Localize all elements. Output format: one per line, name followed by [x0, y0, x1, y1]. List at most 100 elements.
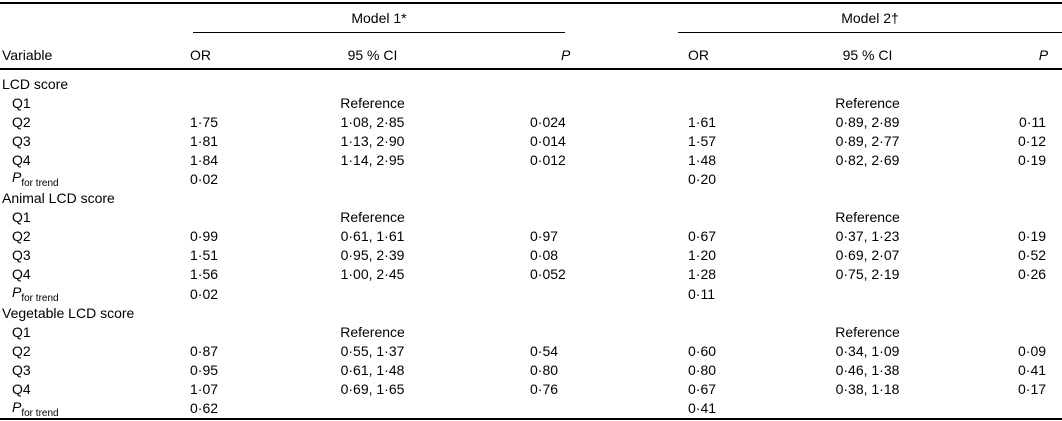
- m1-p-value: 0·80: [530, 362, 559, 379]
- m1-p-value: 0·54: [530, 343, 559, 360]
- m1-p-value: 0·76: [530, 381, 559, 398]
- m1-ci-value: 1·08, 2·85: [340, 113, 405, 130]
- quartile-label: Q2: [12, 343, 31, 360]
- section-label: LCD score: [2, 75, 69, 92]
- section-row: Vegetable LCD score: [0, 304, 1062, 323]
- m1-p-value: 0·97: [530, 228, 559, 245]
- m1-or-value: 1·07: [190, 381, 219, 398]
- p-trend-value-m1: 0·02: [190, 170, 219, 187]
- m2-p-value: 0·19: [1018, 228, 1047, 245]
- m1-ci-value: Reference: [340, 94, 405, 111]
- table-row: Q4 1·56 1·00, 2·45 0·052 1·28 0·75, 2·19…: [0, 265, 1062, 284]
- m2-or-value: [660, 93, 780, 112]
- m1-ci-header: 95 % CI: [280, 33, 465, 70]
- model2-spanner: Model 2†: [660, 3, 1062, 33]
- m2-or-value: [660, 208, 780, 227]
- m1-p-value: 0·052: [530, 266, 566, 283]
- table-row: Q2 0·87 0·55, 1·37 0·54 0·60 0·34, 1·09 …: [0, 342, 1062, 361]
- m2-p-value: 0·41: [1018, 362, 1047, 379]
- m1-ci-value: 0·95, 2·39: [340, 247, 405, 264]
- p-trend-label: Pfor trend: [12, 283, 59, 304]
- table-row: Q3 0·95 0·61, 1·48 0·80 0·80 0·46, 1·38 …: [0, 361, 1062, 380]
- quartile-label: Q4: [12, 151, 31, 168]
- table-row: Q3 1·81 1·13, 2·90 0·014 1·57 0·89, 2·77…: [0, 131, 1062, 150]
- m2-p-value: 0·09: [1018, 343, 1047, 360]
- table-row: Q1 Reference Reference: [0, 208, 1062, 227]
- m1-p-header: P: [465, 33, 585, 70]
- p-trend-value-m1: 0·02: [190, 285, 219, 302]
- m1-or-value: [150, 93, 280, 112]
- quartile-label: Q3: [12, 132, 31, 149]
- m2-ci-value: Reference: [835, 94, 900, 111]
- m2-p-value: [955, 93, 1062, 112]
- m1-p-value: [465, 93, 585, 112]
- quartile-label: Q1: [12, 324, 31, 341]
- table-row: Q2 1·75 1·08, 2·85 0·024 1·61 0·89, 2·89…: [0, 112, 1062, 131]
- quartile-label: Q1: [12, 209, 31, 226]
- quartile-label: Q4: [12, 381, 31, 398]
- model1-label: Model 1*: [351, 10, 407, 26]
- model1-spanner: Model 1*: [150, 3, 585, 33]
- m2-p-value: [955, 323, 1062, 342]
- m2-ci-value: 0·37, 1·23: [835, 228, 900, 245]
- m2-or-value: [660, 323, 780, 342]
- m2-p-value: 0·26: [1018, 266, 1047, 283]
- m1-ci-value: 0·55, 1·37: [340, 343, 405, 360]
- section-row: Animal LCD score: [0, 189, 1062, 208]
- m1-p-value: 0·08: [530, 247, 559, 264]
- m1-p-value: 0·014: [530, 132, 566, 149]
- section-row: LCD score: [0, 69, 1062, 93]
- m1-ci-value: 1·14, 2·95: [340, 151, 405, 168]
- m1-ci-value: 0·69, 1·65: [340, 381, 405, 398]
- m2-ci-value: 0·82, 2·69: [835, 151, 900, 168]
- m2-or-value: 1·20: [688, 247, 717, 264]
- variable-column-header: Variable: [0, 3, 150, 70]
- p-trend-label: Pfor trend: [12, 398, 59, 419]
- m1-or-value: 0·95: [190, 362, 219, 379]
- m2-ci-value: 0·38, 1·18: [835, 381, 900, 398]
- m2-or-value: 0·80: [688, 362, 717, 379]
- m1-or-value: 1·84: [190, 151, 219, 168]
- m2-or-value: 0·67: [688, 381, 717, 398]
- m2-or-value: 1·57: [688, 132, 717, 149]
- m2-p-value: 0·19: [1018, 151, 1047, 168]
- m1-or-value: [150, 208, 280, 227]
- m1-p-value: [465, 323, 585, 342]
- m1-or-header: OR: [150, 33, 280, 70]
- m1-or-value: 1·81: [190, 132, 219, 149]
- table-row: Q1 Reference Reference: [0, 93, 1062, 112]
- m1-ci-value: 0·61, 1·48: [340, 362, 405, 379]
- m2-or-value: 0·60: [688, 343, 717, 360]
- quartile-label: Q3: [12, 247, 31, 264]
- p-trend-row: Pfor trend 0·02 0·20: [0, 169, 1062, 189]
- quartile-label: Q1: [12, 94, 31, 111]
- m1-ci-value: Reference: [340, 209, 405, 226]
- m1-ci-value: Reference: [340, 324, 405, 341]
- m1-p-value: 0·012: [530, 151, 566, 168]
- model2-spanner-rule: Model 2†: [678, 10, 1062, 33]
- m2-p-value: 0·12: [1018, 132, 1047, 149]
- m1-or-value: 0·87: [190, 343, 219, 360]
- m2-or-value: 1·28: [688, 266, 717, 283]
- p-trend-value-m2: 0·41: [688, 400, 717, 417]
- model2-label: Model 2†: [841, 10, 899, 26]
- table-row: Q4 1·07 0·69, 1·65 0·76 0·67 0·38, 1·18 …: [0, 380, 1062, 399]
- spanner-header-row: Variable Model 1* Model 2†: [0, 3, 1062, 70]
- m2-or-value: 1·61: [688, 113, 717, 130]
- m2-p-value: 0·17: [1018, 381, 1047, 398]
- m2-or-value: 0·67: [688, 228, 717, 245]
- p-trend-value-m2: 0·20: [688, 170, 717, 187]
- m2-ci-value: Reference: [835, 324, 900, 341]
- m1-or-value: [150, 323, 280, 342]
- m1-ci-value: 0·61, 1·61: [340, 228, 405, 245]
- m2-ci-value: Reference: [835, 209, 900, 226]
- m1-p-value: [465, 208, 585, 227]
- table-row: Q2 0·99 0·61, 1·61 0·97 0·67 0·37, 1·23 …: [0, 227, 1062, 246]
- quartile-label: Q4: [12, 266, 31, 283]
- quartile-label: Q3: [12, 362, 31, 379]
- m1-ci-value: 1·00, 2·45: [340, 266, 405, 283]
- m2-or-value: 1·48: [688, 151, 717, 168]
- m2-p-value: [955, 208, 1062, 227]
- table-row: Q4 1·84 1·14, 2·95 0·012 1·48 0·82, 2·69…: [0, 150, 1062, 169]
